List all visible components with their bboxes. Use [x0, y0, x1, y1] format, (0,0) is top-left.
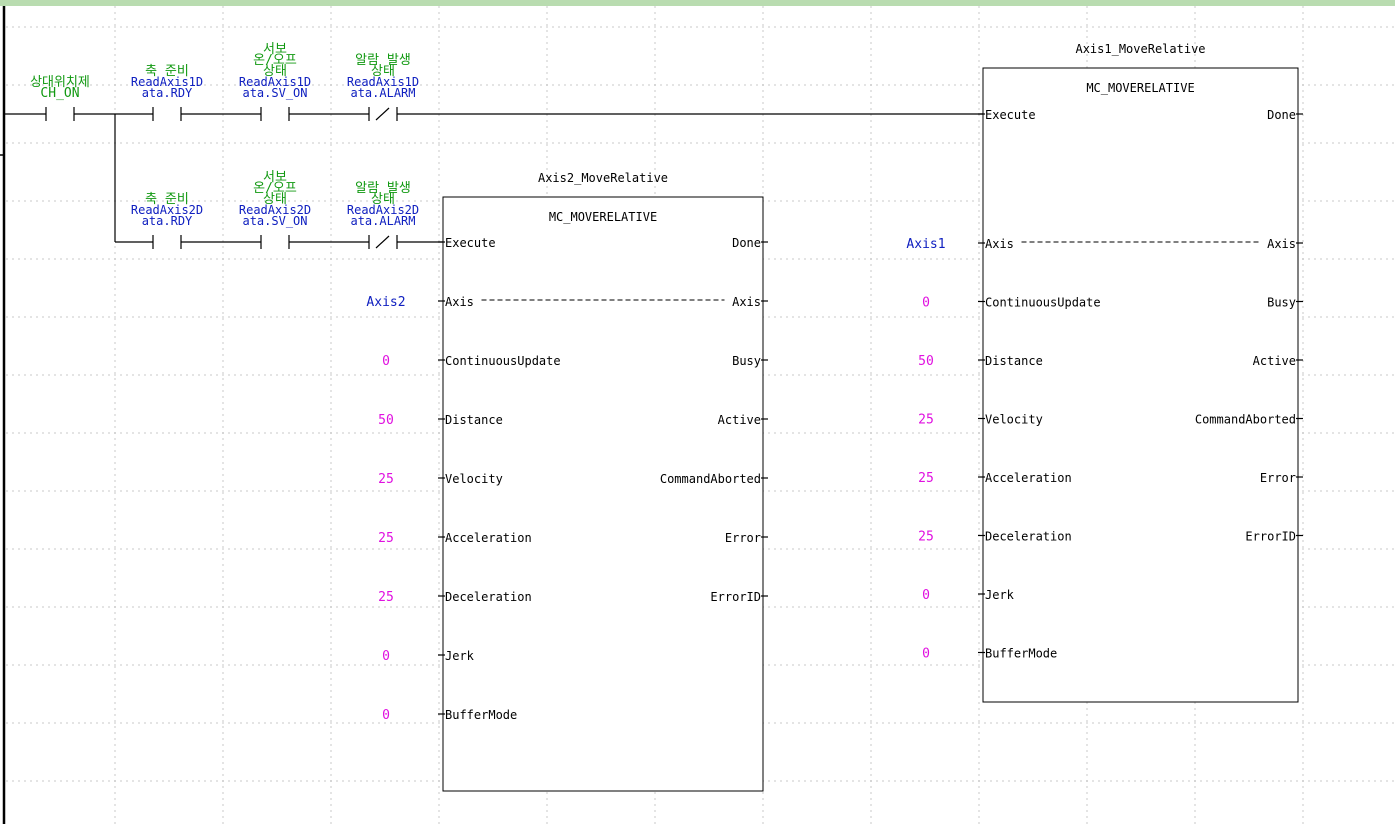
contact-variable: ReadAxis2D	[347, 203, 419, 217]
input-constant-value[interactable]: 25	[378, 472, 394, 487]
contact-nc-slash	[375, 107, 390, 121]
input-pin-execute: Execute	[445, 236, 496, 250]
function-block-instance-name[interactable]: Axis1_MoveRelative	[1075, 42, 1205, 56]
input-pin-deceleration: Deceleration	[445, 590, 532, 604]
input-pin-velocity: Velocity	[445, 472, 503, 486]
input-constant-value[interactable]: 0	[382, 708, 390, 723]
input-constant-value[interactable]: 0	[922, 296, 930, 311]
output-pin-busy: Busy	[1267, 296, 1296, 310]
output-pin-axis: Axis	[732, 295, 761, 309]
contact-variable: ReadAxis1D	[239, 75, 311, 89]
contact-comment: 축 준비	[145, 192, 189, 207]
function-block-type: MC_MOVERELATIVE	[1086, 81, 1194, 95]
contact-comment: 상태	[371, 192, 395, 207]
contact-variable: ata.ALARM	[350, 214, 415, 228]
contact-variable: ReadAxis1D	[131, 75, 203, 89]
contact-comment: 상태	[371, 64, 395, 79]
output-pin-error: Error	[1260, 471, 1296, 485]
contact-variable: ReadAxis1D	[347, 75, 419, 89]
contact-comment: 알람 발생	[355, 181, 411, 196]
contact-c0[interactable]	[45, 107, 75, 121]
contact-variable: ata.RDY	[142, 86, 193, 100]
input-pin-jerk: Jerk	[985, 588, 1015, 602]
contact-nc-slash	[375, 235, 390, 249]
contact-comment: 서보	[263, 170, 287, 185]
input-constant-value[interactable]: 50	[918, 354, 934, 369]
output-pin-axis: Axis	[1267, 237, 1296, 251]
input-pin-continuousupdate: ContinuousUpdate	[445, 354, 561, 368]
contact-c2[interactable]	[260, 107, 290, 121]
contact-variable: ata.SV_ON	[242, 86, 307, 100]
input-constant-value[interactable]: 0	[922, 647, 930, 662]
input-constant-value[interactable]: 25	[918, 471, 934, 486]
function-block-fb1[interactable]	[978, 67, 1303, 703]
input-pin-buffermode: BufferMode	[445, 708, 517, 722]
input-constant-value[interactable]: 25	[378, 531, 394, 546]
contact-comment: 온/오프	[253, 53, 297, 68]
contact-comment: 서보	[263, 42, 287, 57]
input-pin-execute: Execute	[985, 108, 1036, 122]
input-pin-buffermode: BufferMode	[985, 647, 1057, 661]
input-constant-value[interactable]: 25	[378, 590, 394, 605]
input-pin-acceleration: Acceleration	[445, 531, 532, 545]
contact-comment: 상태	[263, 192, 287, 207]
contact-variable: ReadAxis2D	[131, 203, 203, 217]
contact-variable: ata.SV_ON	[242, 214, 307, 228]
input-pin-distance: Distance	[985, 354, 1043, 368]
input-constant-value[interactable]: 0	[382, 649, 390, 664]
output-pin-busy: Busy	[732, 354, 761, 368]
contact-c6[interactable]	[368, 235, 398, 249]
input-pin-axis: Axis	[445, 295, 474, 309]
output-pin-errorid: ErrorID	[710, 590, 761, 604]
input-constant-value[interactable]: 50	[378, 413, 394, 428]
input-constant-value[interactable]: 25	[918, 530, 934, 545]
contact-comment: 상대위치제	[30, 75, 90, 90]
function-block-fb2[interactable]	[438, 196, 768, 792]
output-pin-active: Active	[1253, 354, 1296, 368]
input-constant-value[interactable]: 0	[382, 354, 390, 369]
contact-comment: CH_ON	[40, 86, 79, 101]
contact-c4[interactable]	[152, 235, 182, 249]
input-pin-continuousupdate: ContinuousUpdate	[985, 296, 1101, 310]
editor-header-strip	[0, 0, 1395, 6]
axis-input-value[interactable]: Axis2	[366, 295, 405, 310]
function-block-type: MC_MOVERELATIVE	[549, 210, 657, 224]
input-pin-deceleration: Deceleration	[985, 530, 1072, 544]
contact-variable: ata.RDY	[142, 214, 193, 228]
contact-comment: 온/오프	[253, 181, 297, 196]
output-pin-commandaborted: CommandAborted	[660, 472, 761, 486]
output-pin-active: Active	[718, 413, 761, 427]
contact-variable: ata.ALARM	[350, 86, 415, 100]
axis-input-value[interactable]: Axis1	[906, 237, 945, 252]
input-constant-value[interactable]: 0	[922, 588, 930, 603]
contact-comment: 상태	[263, 64, 287, 79]
output-pin-errorid: ErrorID	[1245, 530, 1296, 544]
contact-c5[interactable]	[260, 235, 290, 249]
output-pin-done: Done	[1267, 108, 1296, 122]
output-pin-commandaborted: CommandAborted	[1195, 413, 1296, 427]
input-pin-distance: Distance	[445, 413, 503, 427]
function-block-frame	[982, 67, 1299, 703]
input-constant-value[interactable]: 25	[918, 413, 934, 428]
function-block-instance-name[interactable]: Axis2_MoveRelative	[538, 171, 668, 185]
contact-c3[interactable]	[368, 107, 398, 121]
output-pin-error: Error	[725, 531, 761, 545]
contact-variable: ReadAxis2D	[239, 203, 311, 217]
input-pin-acceleration: Acceleration	[985, 471, 1072, 485]
contact-c1[interactable]	[152, 107, 182, 121]
function-block-frame	[442, 196, 764, 792]
input-pin-jerk: Jerk	[445, 649, 475, 663]
input-pin-velocity: Velocity	[985, 413, 1043, 427]
input-pin-axis: Axis	[985, 237, 1014, 251]
contact-comment: 알람 발생	[355, 53, 411, 68]
output-pin-done: Done	[732, 236, 761, 250]
contact-comment: 축 준비	[145, 64, 189, 79]
